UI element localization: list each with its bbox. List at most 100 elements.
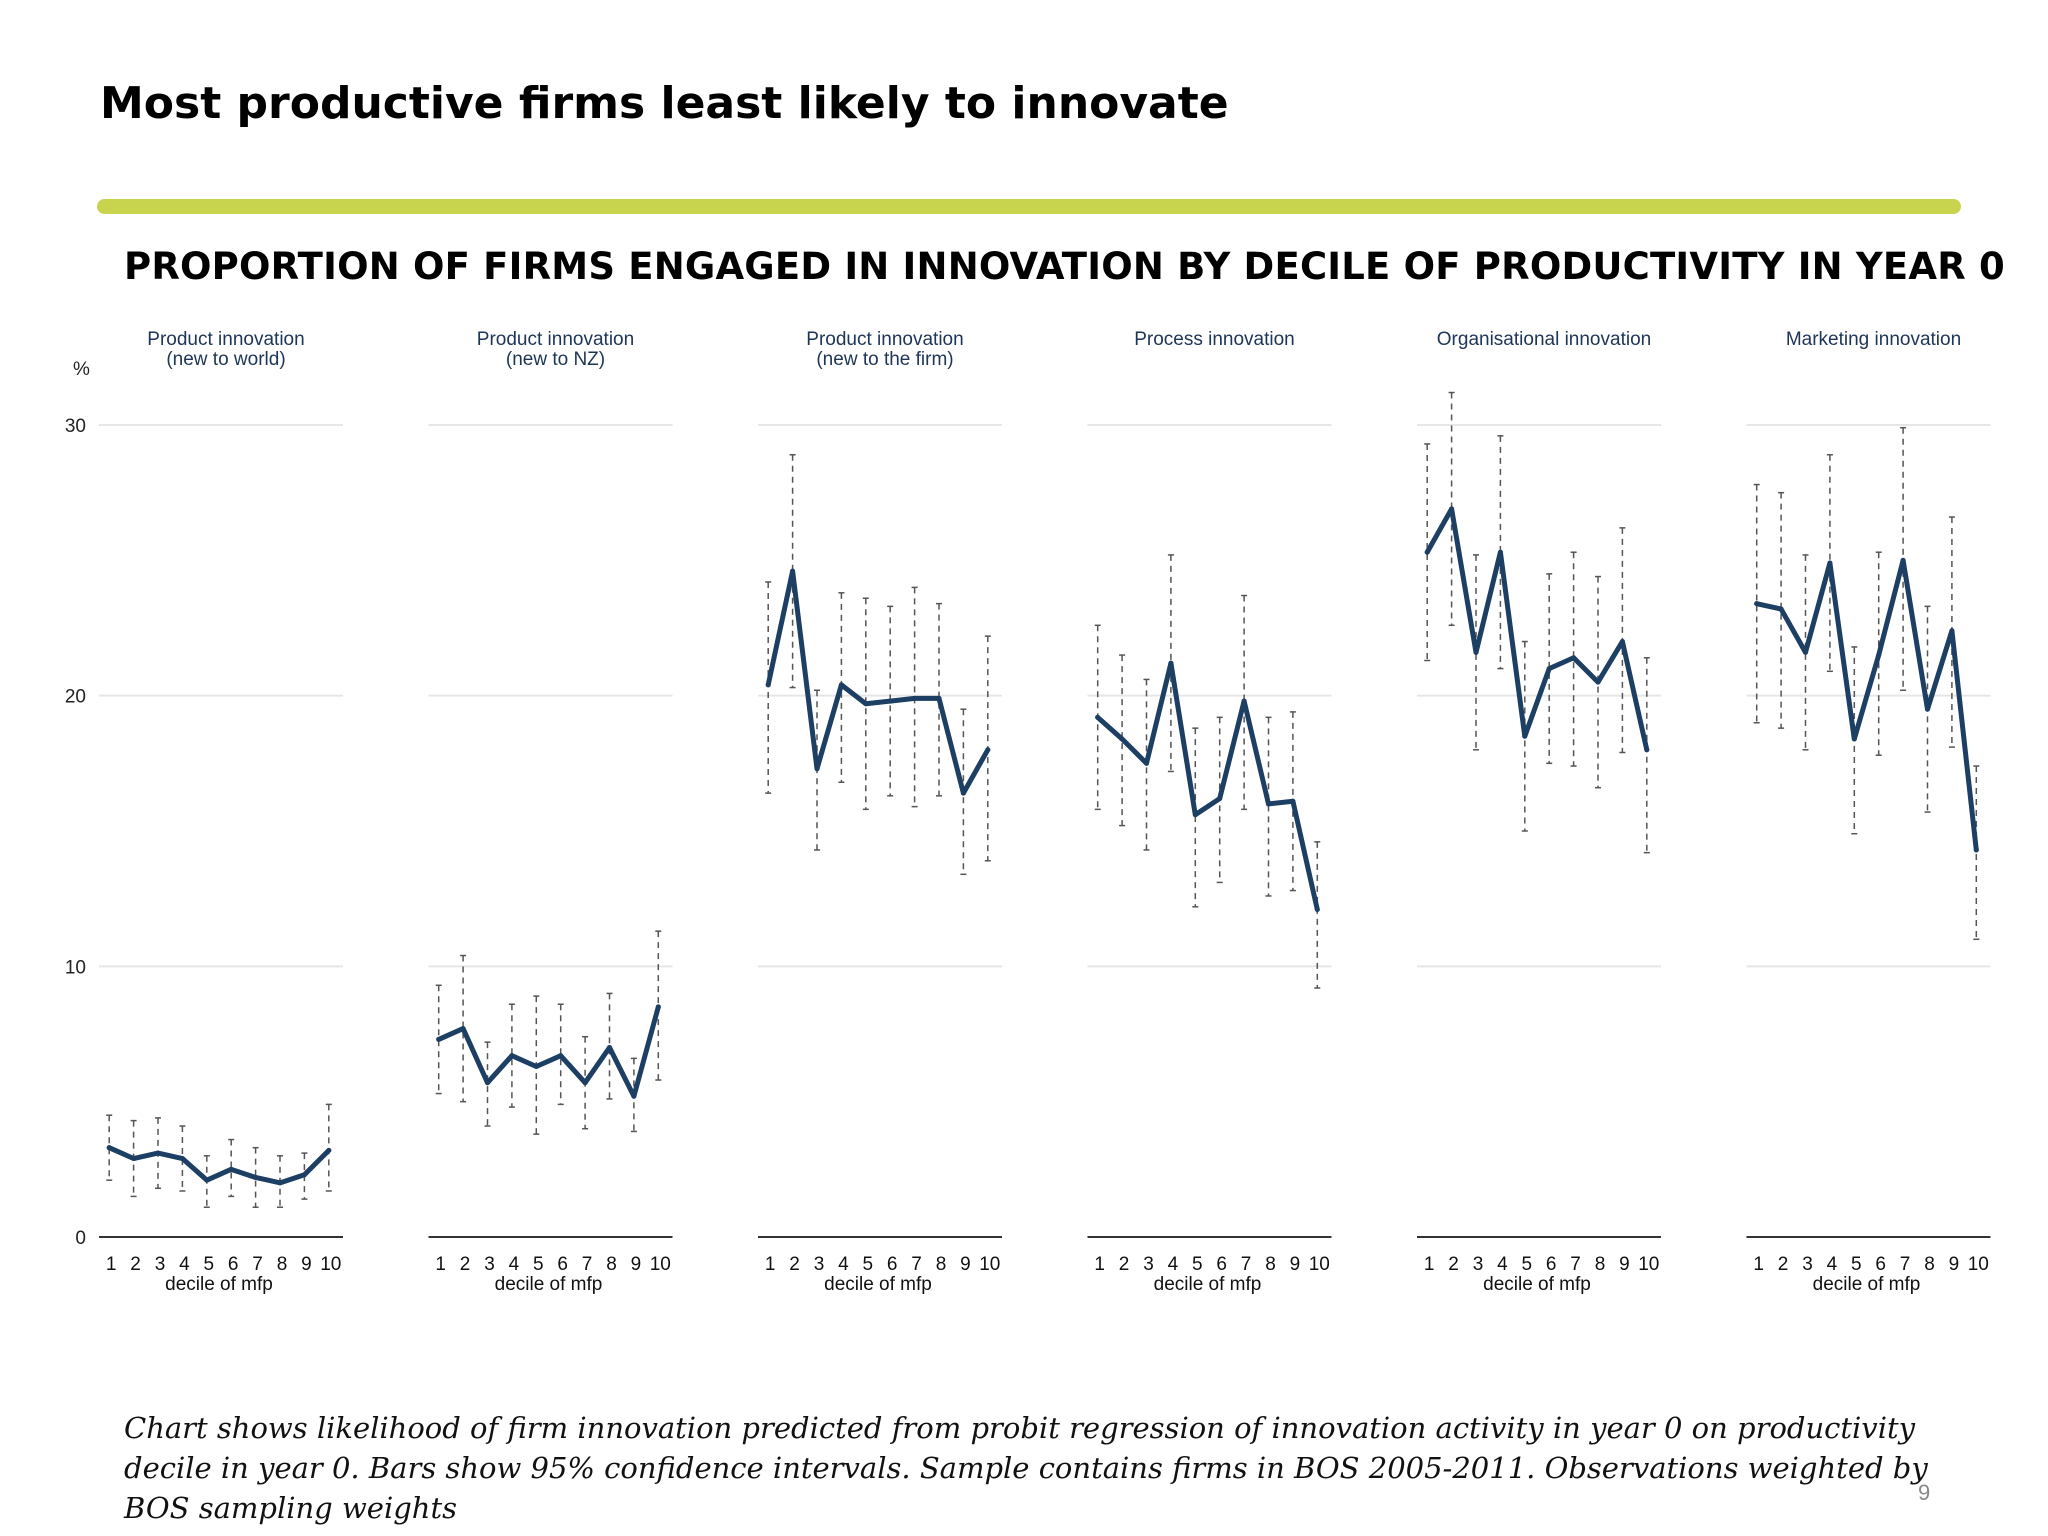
slide-title: Most productive firms least likely to in…: [100, 78, 1229, 129]
x-tick-label: 10: [650, 1254, 671, 1275]
x-tick-label: 3: [1473, 1254, 1484, 1275]
data-point: [1217, 796, 1223, 802]
data-point: [1497, 549, 1503, 555]
y-axis-unit-label: %: [73, 359, 90, 380]
x-tick-label: 8: [1595, 1254, 1606, 1275]
x-tick-label: 2: [130, 1254, 141, 1275]
data-point: [936, 695, 942, 701]
x-tick-label: 5: [863, 1254, 874, 1275]
x-tick-label: 10: [1638, 1254, 1659, 1275]
y-tick-label: 0: [75, 1228, 86, 1249]
data-point: [765, 682, 771, 688]
chart-panels: Product innovation(new to world)1 2 3 4 5 6 7 8…: [99, 329, 1991, 1295]
data-point: [1473, 649, 1479, 655]
data-point: [1876, 652, 1882, 658]
x-tick-label: 6: [1546, 1254, 1557, 1275]
data-point: [1925, 706, 1930, 712]
data-point: [631, 1093, 637, 1099]
data-point: [607, 1045, 612, 1051]
data-point: [1851, 736, 1857, 742]
x-tick-label: 10: [1309, 1254, 1330, 1275]
accent-bar: [97, 199, 1961, 214]
x-tick-label: 4: [1497, 1254, 1508, 1275]
data-point: [204, 1177, 210, 1183]
data-point: [912, 695, 918, 701]
data-point: [814, 766, 820, 772]
x-tick-label: 10: [320, 1254, 341, 1275]
data-point: [1290, 798, 1296, 804]
x-axis-label: decile of mfp: [165, 1274, 273, 1295]
data-point: [1168, 660, 1174, 666]
x-tick-label: 1: [1753, 1254, 1764, 1275]
x-tick-label: 7: [911, 1254, 922, 1275]
data-point: [838, 682, 844, 688]
x-axis-label: decile of mfp: [1154, 1274, 1262, 1295]
data-point: [179, 1156, 185, 1162]
x-tick-label: 5: [1192, 1254, 1203, 1275]
data-point: [1241, 698, 1247, 704]
data-point: [1314, 906, 1320, 912]
panel-2: Product innovation(new to NZ) 1 2 3 4 5 6 7 8 9 10…: [428, 329, 673, 1295]
data-point: [1192, 812, 1198, 818]
x-tick-label: 8: [1265, 1254, 1276, 1275]
x-tick-label: 3: [484, 1254, 495, 1275]
data-point: [301, 1172, 307, 1178]
panel-6: Marketing innovation 1 2 3 4 5 6 7 8 9 10 decile of…: [1746, 329, 1991, 1295]
data-point: [1595, 679, 1601, 685]
data-point: [558, 1053, 564, 1059]
x-tick-label: 5: [533, 1254, 544, 1275]
data-point: [253, 1174, 259, 1180]
data-point: [863, 701, 869, 707]
data-point: [106, 1145, 112, 1151]
x-tick-label: 6: [887, 1254, 898, 1275]
data-point: [1827, 560, 1833, 566]
data-point: [1778, 606, 1784, 612]
x-tick-label: 1: [435, 1254, 446, 1275]
x-tick-label: 2: [1119, 1254, 1130, 1275]
series-line: [436, 1004, 661, 1099]
data-point: [1266, 801, 1271, 807]
y-tick-label: 10: [65, 957, 86, 978]
x-tick-label: 8: [1924, 1254, 1935, 1275]
panel-title: Process innovation: [1134, 329, 1295, 350]
data-point: [1144, 760, 1149, 766]
data-point: [155, 1150, 161, 1156]
y-axis: 0 10 20 30: [65, 416, 86, 1249]
x-tick-label: 6: [1875, 1254, 1886, 1275]
x-tick-label: 3: [814, 1254, 825, 1275]
panel-3: Product innovation(new to the firm) 1 2 3 4 5…: [758, 329, 1002, 1295]
x-tick-label: 3: [155, 1254, 166, 1275]
data-point: [436, 1036, 442, 1042]
data-point: [887, 698, 893, 704]
x-tick-label: 7: [1900, 1254, 1911, 1275]
data-point: [960, 790, 966, 796]
x-tick-label: 5: [1851, 1254, 1862, 1275]
data-point: [1949, 628, 1955, 634]
x-tick-label: 9: [631, 1254, 642, 1275]
x-tick-label: 9: [1619, 1254, 1630, 1275]
x-tick-label: 4: [838, 1254, 849, 1275]
y-tick-label: 30: [65, 416, 86, 437]
panel-1: Product innovation(new to world) 1 2 3 4 5 6 7 8…: [99, 329, 343, 1295]
series-line: [1424, 506, 1650, 753]
series-line: [765, 568, 991, 796]
x-tick-label: 3: [1143, 1254, 1154, 1275]
x-tick-label: 7: [1241, 1254, 1252, 1275]
x-tick-label: 4: [509, 1254, 520, 1275]
series-line: [1095, 660, 1320, 912]
page-number: 9: [1918, 1480, 1931, 1505]
data-point: [485, 1080, 490, 1086]
data-point: [509, 1053, 515, 1059]
x-tick-label: 10: [1968, 1254, 1989, 1275]
data-point: [790, 568, 796, 574]
x-tick-label: 9: [301, 1254, 312, 1275]
x-tick-label: 4: [1827, 1254, 1838, 1275]
data-point: [582, 1080, 588, 1086]
x-tick-label: 10: [979, 1254, 1000, 1275]
x-tick-label: 2: [789, 1254, 800, 1275]
panel-title: Marketing innovation: [1786, 329, 1961, 350]
panel-title: (new to NZ): [506, 349, 605, 370]
x-tick-label: 9: [1949, 1254, 1960, 1275]
x-tick-label: 1: [1094, 1254, 1105, 1275]
data-point: [277, 1180, 283, 1186]
